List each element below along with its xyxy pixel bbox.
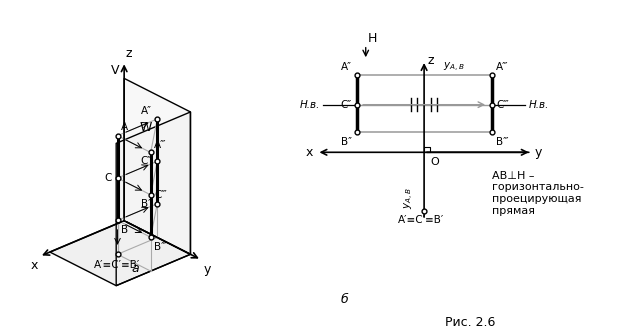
Polygon shape bbox=[116, 112, 191, 286]
Text: A: A bbox=[121, 122, 128, 132]
Text: B‴: B‴ bbox=[497, 137, 508, 147]
Text: z: z bbox=[428, 54, 435, 67]
Text: A‴: A‴ bbox=[154, 139, 167, 149]
Text: B″: B″ bbox=[141, 199, 152, 208]
Text: y: y bbox=[535, 146, 542, 159]
Text: A′≡C′≡B′: A′≡C′≡B′ bbox=[95, 260, 140, 270]
Text: $y_{A,B}$: $y_{A,B}$ bbox=[403, 188, 416, 209]
Text: A‴: A‴ bbox=[497, 62, 508, 72]
Polygon shape bbox=[124, 78, 191, 254]
Text: x: x bbox=[306, 146, 314, 159]
Text: C″: C″ bbox=[140, 156, 152, 166]
Text: AB⊥H –
горизонтально-
проецирующая
прямая: AB⊥H – горизонтально- проецирующая пряма… bbox=[492, 171, 584, 215]
Text: а: а bbox=[131, 262, 139, 275]
Text: $y_{A,B}$: $y_{A,B}$ bbox=[443, 61, 464, 74]
Text: y: y bbox=[204, 263, 211, 276]
Text: C‴: C‴ bbox=[154, 190, 167, 200]
Text: x: x bbox=[31, 260, 38, 273]
Text: C: C bbox=[105, 173, 112, 183]
Text: B‴: B‴ bbox=[154, 242, 167, 252]
Text: A″: A″ bbox=[341, 62, 352, 72]
Text: C‴: C‴ bbox=[497, 100, 509, 110]
Text: A′≡C′≡B′: A′≡C′≡B′ bbox=[398, 215, 444, 225]
Text: C″: C″ bbox=[340, 100, 352, 110]
Text: б: б bbox=[340, 293, 348, 306]
Text: z: z bbox=[125, 47, 132, 60]
Text: V: V bbox=[111, 64, 120, 77]
Text: Рис. 2.6: Рис. 2.6 bbox=[445, 316, 495, 329]
Text: Н.в.: Н.в. bbox=[299, 100, 320, 110]
Text: B″: B″ bbox=[341, 137, 352, 147]
Text: W: W bbox=[140, 121, 152, 134]
Polygon shape bbox=[50, 221, 191, 286]
Text: A″: A″ bbox=[141, 106, 152, 116]
Text: B: B bbox=[121, 225, 128, 235]
Text: O: O bbox=[431, 157, 440, 167]
Text: H: H bbox=[368, 32, 377, 45]
Text: Н.в.: Н.в. bbox=[529, 100, 549, 110]
